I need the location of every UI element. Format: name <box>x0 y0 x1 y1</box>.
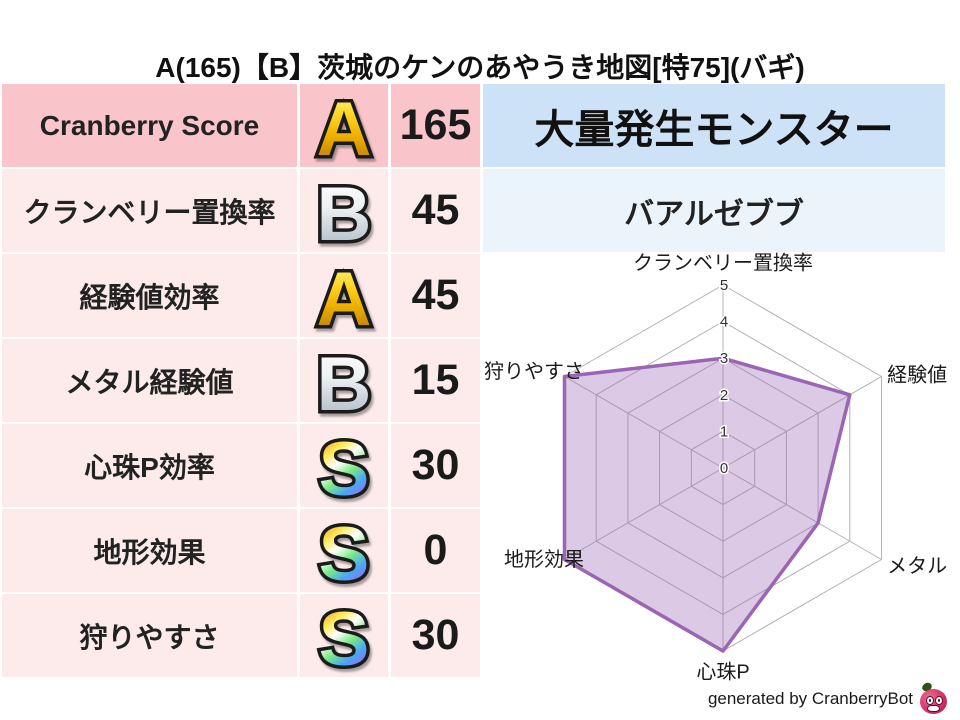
radar-tick-label: 5 <box>720 277 728 294</box>
grade-letter-text: A <box>317 87 372 172</box>
stat-value-text: 45 <box>411 186 460 234</box>
page-title: A(165)【B】茨城のケンのあやうき地図[特75](バギ) <box>155 52 805 83</box>
grade-letter-A-icon: A <box>313 84 375 176</box>
stat-value-cell: 0 <box>391 509 480 592</box>
mascot-eye-left <box>926 696 934 705</box>
grade-letter-B-icon: B <box>313 339 375 431</box>
credit-text: generated by CranberryBot <box>707 689 913 708</box>
grade-letter-S-icon: S <box>315 424 373 516</box>
radar-axis-label: 地形効果 <box>504 548 584 571</box>
stat-value-cell: 30 <box>391 594 480 677</box>
radar-tick-label: 1 <box>720 423 728 440</box>
radar-tick-label: 0 <box>720 460 728 477</box>
radar-tick-label: 4 <box>720 314 728 331</box>
stat-value-text: 30 <box>411 441 460 489</box>
radar-spoke <box>564 376 724 469</box>
radar-axis-label: メタル <box>887 554 947 577</box>
mascot-mouth <box>927 705 940 712</box>
grade-letter-S-icon: S <box>315 594 373 686</box>
footer-credit: generated by CranberryBot <box>707 681 950 716</box>
radar-axis-label: 狩りやすさ <box>484 360 584 383</box>
radar-axis-label: 心珠P <box>696 660 749 683</box>
grade-cell: B <box>300 339 388 431</box>
grade-cell: S <box>300 509 388 601</box>
radar-spoke <box>722 467 882 560</box>
grade-letter-text: B <box>317 342 372 427</box>
grade-letter-text: S <box>319 597 370 682</box>
grade-cell: S <box>300 424 388 516</box>
grade-cell: A <box>300 254 388 346</box>
grade-letter-text: S <box>319 427 370 512</box>
stat-value-text: 0 <box>423 526 448 574</box>
radar-axis-label: 経験値 <box>887 364 947 387</box>
grade-letter-A-icon: A <box>313 254 375 346</box>
stat-label-text: メタル経験値 <box>65 366 234 398</box>
stat-label-cell: 狩りやすさ <box>2 594 297 677</box>
monster-name-panel: バアルゼブブ <box>483 169 945 252</box>
mascot-eye-right <box>935 696 943 705</box>
stat-label-text: 地形効果 <box>93 536 206 568</box>
stat-label-cell: メタル経験値 <box>2 339 297 422</box>
stat-label-text: クランベリー置換率 <box>23 196 276 228</box>
stat-value-cell: 30 <box>391 424 480 507</box>
grade-letter-text: B <box>317 172 372 257</box>
stat-value-cell: 15 <box>391 339 480 422</box>
grade-cell: B <box>300 169 388 261</box>
stat-label-text: 経験値効率 <box>79 281 220 313</box>
stat-label-text: 狩りやすさ <box>79 621 220 653</box>
grade-cell: S <box>300 594 388 686</box>
grade-letter-text: A <box>317 257 372 342</box>
cranberry-mascot-icon <box>918 681 950 716</box>
grade-letter-S-icon: S <box>315 509 373 601</box>
grade-letter-B-icon: B <box>313 169 375 261</box>
stat-label-cell: Cranberry Score <box>2 84 297 167</box>
grade-letter-text: S <box>319 512 370 597</box>
stat-label-text: Cranberry Score <box>39 109 260 141</box>
stat-label-text: 心珠P効率 <box>84 451 215 483</box>
grade-cell: A <box>300 84 388 176</box>
stat-value-text: 45 <box>411 271 460 319</box>
stat-value-text: 165 <box>399 101 472 149</box>
radar-data-polygon <box>562 356 852 653</box>
stat-value-cell: 45 <box>391 254 480 337</box>
stat-value-cell: 165 <box>391 84 480 167</box>
radar-spoke <box>564 467 724 560</box>
radar-tick-label: 2 <box>720 387 728 404</box>
radar-axis-label: クランベリー置換率 <box>633 252 813 275</box>
stat-label-cell: クランベリー置換率 <box>2 169 297 252</box>
stat-label-cell: 経験値効率 <box>2 254 297 337</box>
stat-value-text: 15 <box>411 356 460 404</box>
stat-label-cell: 地形効果 <box>2 509 297 592</box>
monster-name-text: バアルゼブブ <box>624 197 804 231</box>
radar-spoke <box>722 376 882 469</box>
radar-tick-label: 3 <box>720 350 728 367</box>
stat-value-cell: 45 <box>391 169 480 252</box>
stat-label-cell: 心珠P効率 <box>2 424 297 507</box>
stat-value-text: 30 <box>411 611 460 659</box>
monster-panel-header: 大量発生モンスター <box>483 84 945 167</box>
monster-panel-title: 大量発生モンスター <box>534 107 894 152</box>
